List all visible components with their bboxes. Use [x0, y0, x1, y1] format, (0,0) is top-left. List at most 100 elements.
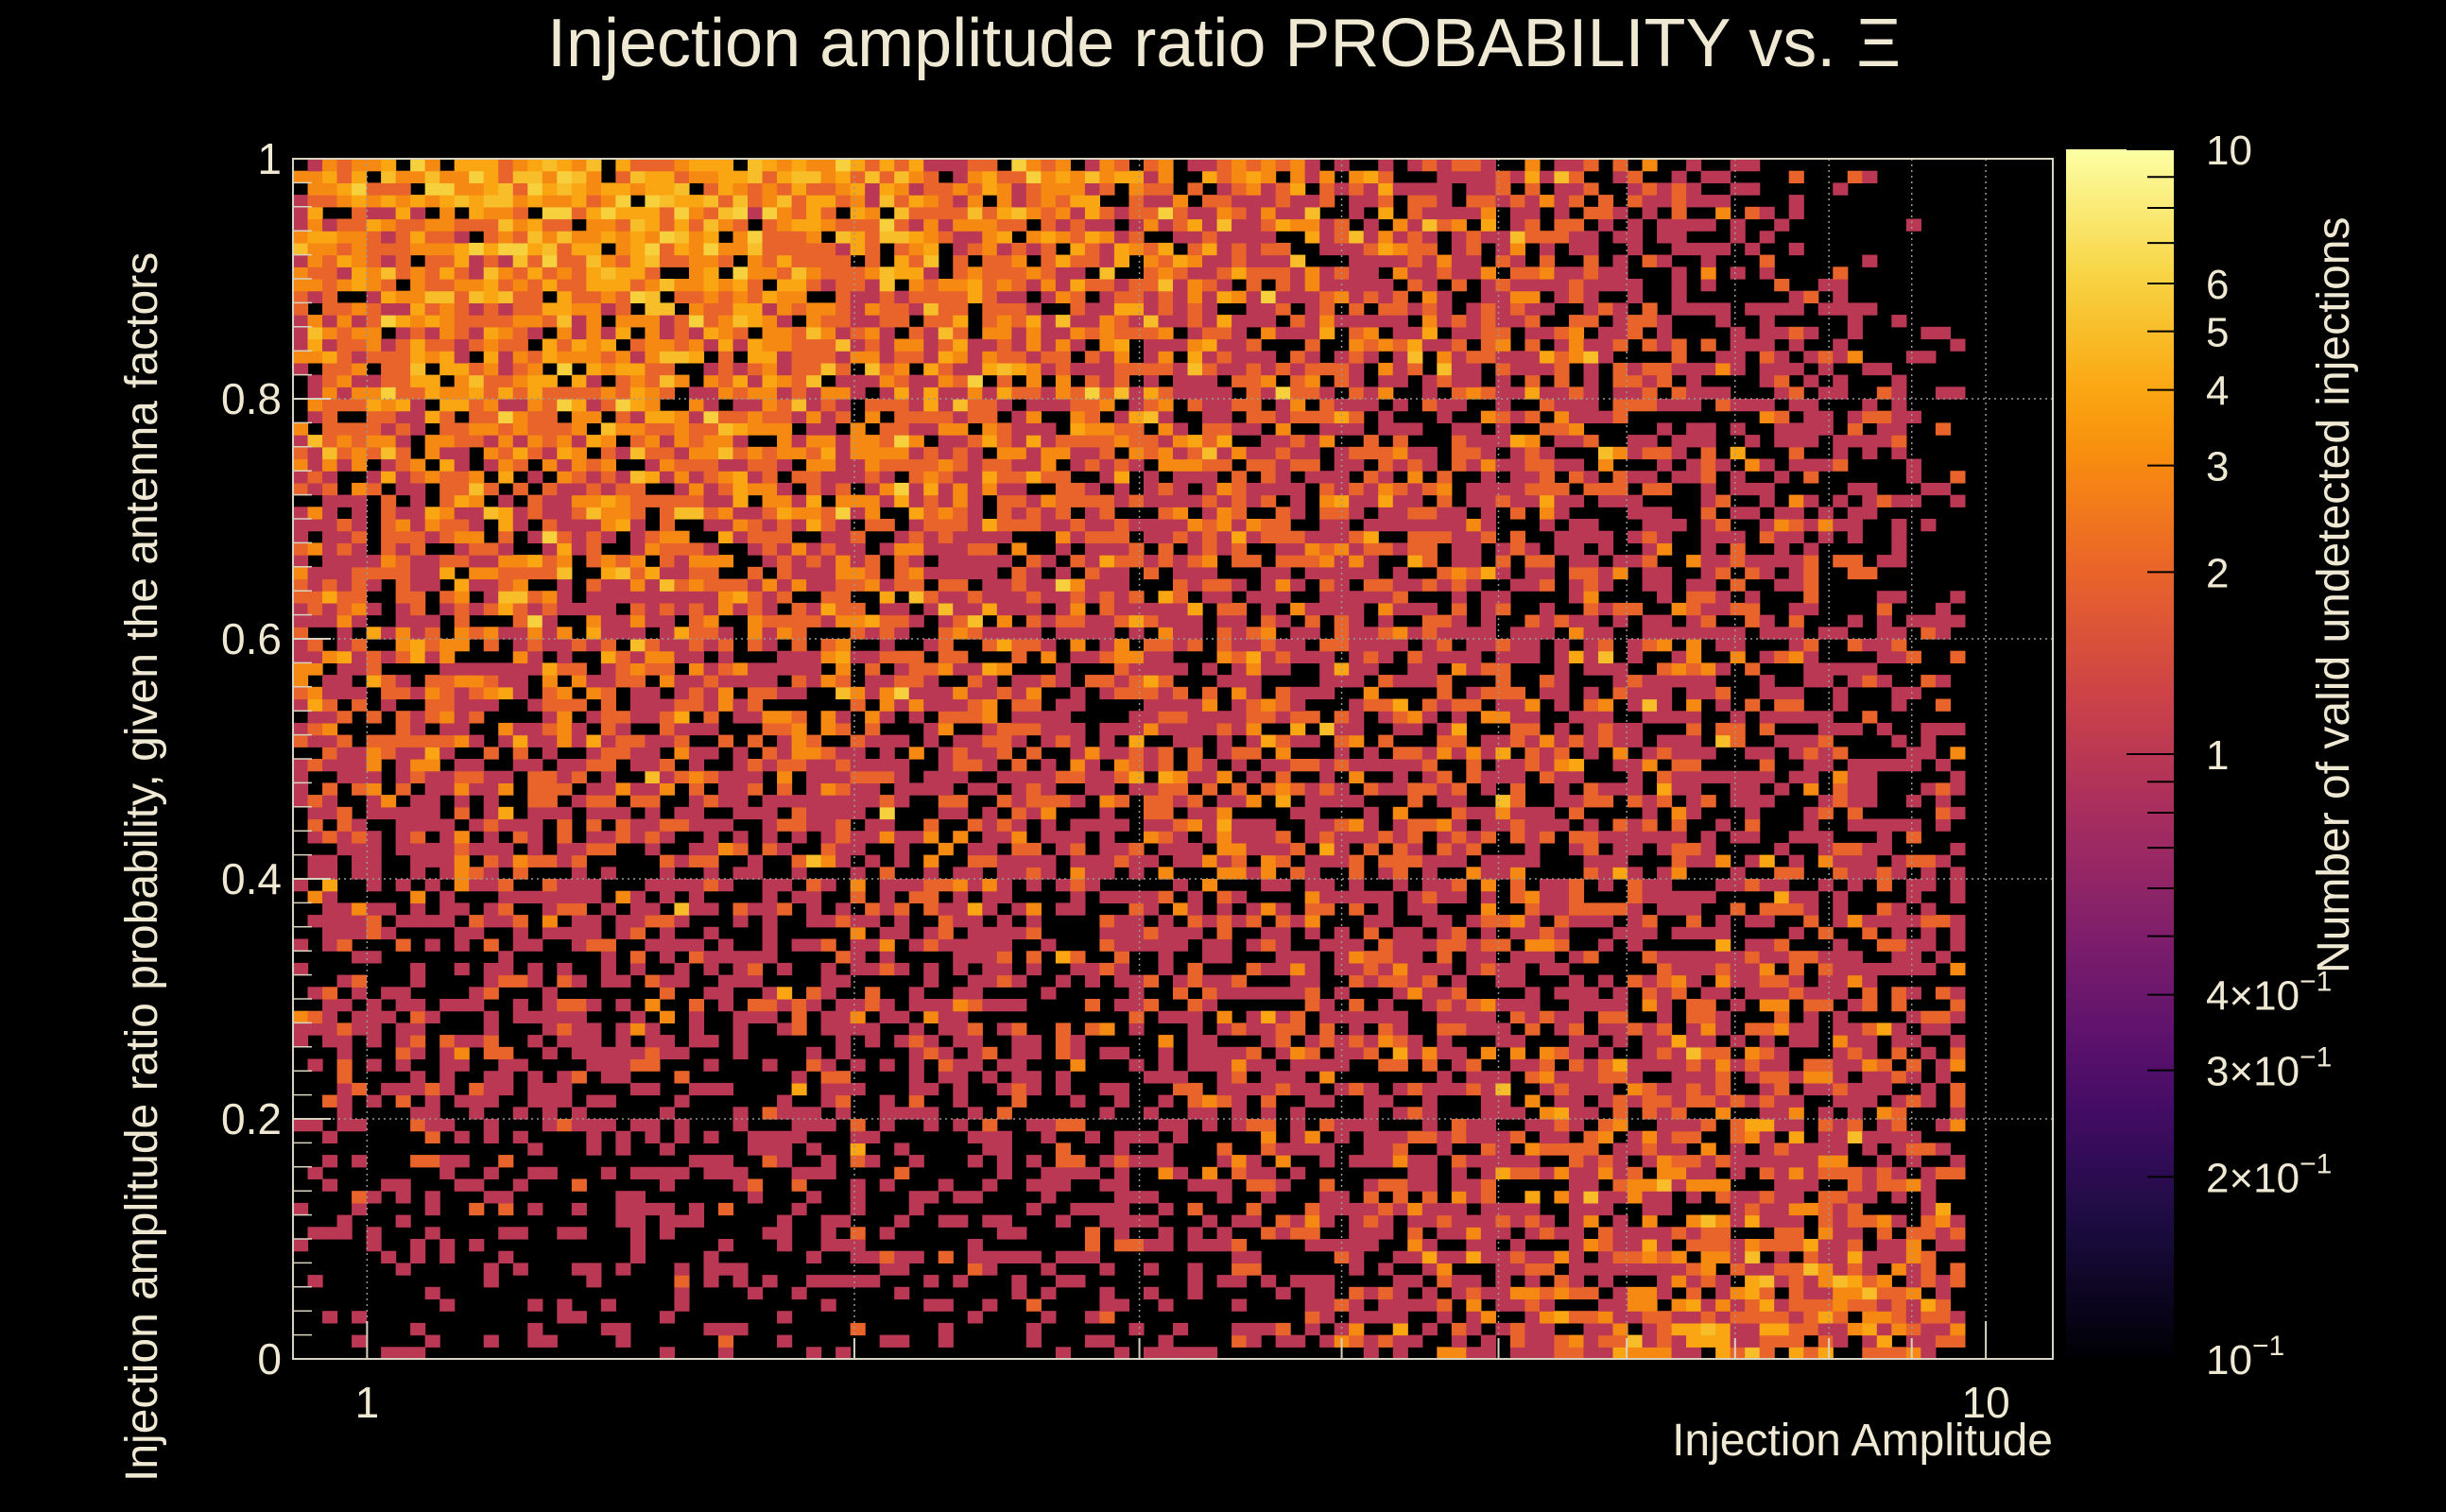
heatmap-cell: [791, 627, 807, 640]
heatmap-cell: [1319, 602, 1335, 616]
heatmap-cell: [777, 722, 793, 736]
heatmap-cell: [850, 1275, 866, 1288]
heatmap-cell: [865, 1155, 881, 1168]
heatmap-cell: [1187, 218, 1203, 232]
heatmap-cell: [527, 170, 543, 183]
heatmap-cell: [674, 1166, 690, 1180]
heatmap-cell: [762, 747, 778, 760]
heatmap-cell: [1099, 734, 1115, 747]
heatmap-cell: [835, 471, 852, 484]
heatmap-cell: [820, 218, 836, 232]
heatmap-cell: [1173, 1010, 1189, 1023]
heatmap-cell: [322, 591, 338, 604]
heatmap-cell: [527, 1166, 543, 1180]
heatmap-cell: [879, 698, 895, 712]
heatmap-cell: [615, 266, 631, 280]
heatmap-cell: [1363, 218, 1379, 232]
heatmap-cell: [1290, 1071, 1306, 1084]
heatmap-cell: [454, 1035, 470, 1048]
heatmap-cell: [1304, 542, 1320, 556]
heatmap-cell: [806, 387, 822, 400]
heatmap-cell: [762, 806, 778, 820]
heatmap-cell: [307, 566, 323, 580]
heatmap-cell: [469, 1239, 485, 1252]
heatmap-cell: [894, 566, 910, 580]
heatmap-cell: [307, 1119, 323, 1132]
heatmap-cell: [1392, 482, 1408, 496]
heatmap-cell: [1173, 734, 1189, 747]
heatmap-cell: [1128, 290, 1145, 303]
heatmap-cell: [791, 1071, 807, 1084]
heatmap-cell: [352, 867, 368, 880]
heatmap-cell: [820, 422, 836, 436]
heatmap-cell: [908, 530, 924, 543]
heatmap-cell: [1099, 722, 1115, 736]
heatmap-cell: [674, 1119, 690, 1132]
heatmap-cell: [381, 351, 397, 364]
heatmap-cell: [1363, 494, 1379, 507]
heatmap-cell: [1363, 279, 1379, 292]
heatmap-cell: [762, 578, 778, 592]
heatmap-cell: [967, 290, 983, 303]
heatmap-cell: [1070, 206, 1086, 220]
heatmap-cell: [381, 507, 397, 520]
heatmap-cell: [953, 182, 969, 196]
heatmap-cell: [1363, 915, 1379, 928]
heatmap-cell: [322, 1311, 338, 1324]
heatmap-cell: [1202, 507, 1218, 520]
heatmap-cell: [820, 818, 836, 832]
heatmap-cell: [674, 410, 690, 423]
heatmap-cell: [542, 639, 558, 652]
heatmap-cell: [1143, 675, 1160, 688]
heatmap-cell: [336, 831, 353, 844]
heatmap-cell: [1363, 231, 1379, 244]
heatmap-cell: [865, 195, 881, 208]
heatmap-cell: [424, 231, 440, 244]
heatmap-cell: [1334, 315, 1350, 328]
heatmap-cell: [600, 639, 616, 652]
heatmap-cell: [1187, 1347, 1203, 1360]
heatmap-cell: [395, 747, 411, 760]
heatmap-cell: [703, 482, 719, 496]
heatmap-cell: [498, 879, 514, 892]
heatmap-cell: [395, 351, 411, 364]
heatmap-cell: [439, 675, 456, 688]
heatmap-cell: [908, 1107, 924, 1120]
heatmap-cell: [1070, 279, 1086, 292]
heatmap-cell: [953, 1022, 969, 1036]
heatmap-cell: [820, 854, 836, 868]
heatmap-cell: [762, 662, 778, 676]
heatmap-cell: [1232, 974, 1248, 988]
heatmap-cell: [439, 206, 456, 220]
heatmap-cell: [410, 639, 426, 652]
heatmap-cell: [1025, 195, 1042, 208]
heatmap-cell: [894, 854, 910, 868]
heatmap-cell: [703, 591, 719, 604]
heatmap-cell: [923, 974, 939, 988]
heatmap-cell: [923, 867, 939, 880]
heatmap-cell: [1099, 555, 1115, 568]
heatmap-cell: [820, 987, 836, 1000]
heatmap-cell: [674, 446, 690, 460]
heatmap-cell: [1143, 662, 1160, 676]
heatmap-cell: [1216, 951, 1232, 964]
heatmap-cell: [820, 711, 836, 724]
heatmap-cell: [748, 902, 764, 916]
heatmap-cell: [1025, 338, 1042, 352]
heatmap-cell: [938, 842, 954, 856]
heatmap-cell: [542, 926, 558, 940]
heatmap-cell: [791, 242, 807, 256]
heatmap-cell: [1055, 290, 1071, 303]
heatmap-cell: [967, 387, 983, 400]
heatmap-cell: [1216, 770, 1232, 783]
heatmap-cell: [1349, 854, 1365, 868]
heatmap-cell: [908, 482, 924, 496]
heatmap-cell: [307, 759, 323, 772]
heatmap-cell: [395, 770, 411, 783]
heatmap-cell: [366, 999, 382, 1012]
heatmap-cell: [645, 686, 661, 700]
heatmap-cell: [1246, 458, 1262, 472]
heatmap-cell: [322, 242, 338, 256]
heatmap-cell: [659, 591, 676, 604]
heatmap-cell: [469, 422, 485, 436]
